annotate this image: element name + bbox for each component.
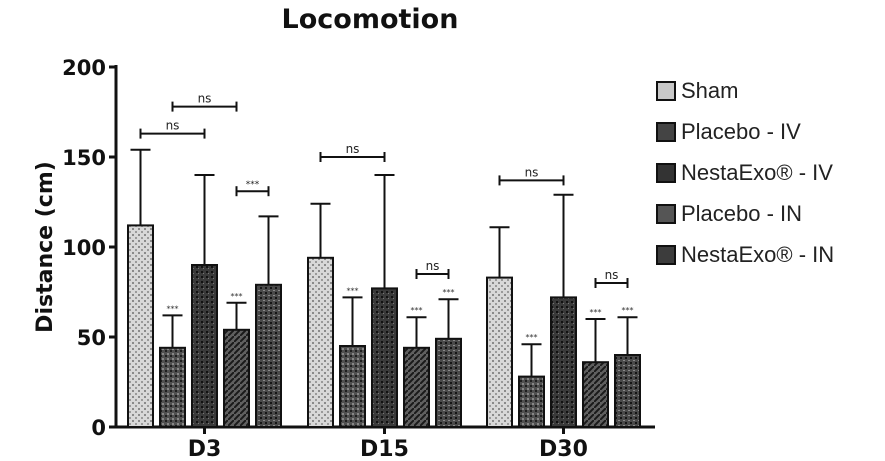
y-tick-label: 50	[77, 326, 106, 350]
bar	[339, 345, 366, 428]
x-tick-label: D30	[539, 437, 588, 461]
legend-item: Placebo - IN	[656, 193, 834, 234]
y-tick-label: 200	[62, 56, 106, 80]
bar	[223, 328, 250, 428]
bar	[255, 283, 282, 428]
y-axis-label: Distance (cm)	[33, 161, 58, 333]
x-tick-label: D15	[360, 437, 409, 461]
bar	[550, 296, 577, 428]
comparison-label: ns	[426, 259, 440, 273]
legend-label: Placebo - IN	[681, 200, 803, 226]
significance-label: ***	[443, 288, 455, 297]
comparison-label: ns	[346, 142, 360, 156]
significance-annotations: ns ns *** ns ns ns ns	[139, 92, 629, 288]
legend-item: NestaExo® - IN	[656, 234, 834, 275]
bars: *** *** *** *** *** *** *** ***	[127, 148, 641, 429]
legend-label: Placebo - IV	[681, 118, 801, 144]
bar	[518, 375, 545, 429]
legend-item: NestaExo® - IV	[656, 152, 834, 193]
legend-label: NestaExo® - IV	[681, 159, 833, 185]
bar	[307, 256, 334, 428]
significance-label: ***	[411, 306, 423, 315]
legend-label: NestaExo® - IN	[681, 241, 835, 267]
bar	[582, 361, 609, 429]
legend-swatch	[656, 162, 676, 183]
legend-label: Sham	[681, 77, 739, 103]
y-tick-label: 0	[91, 416, 106, 440]
significance-label: ***	[167, 304, 179, 313]
legend-swatch	[656, 244, 676, 265]
bar	[371, 287, 398, 428]
significance-label: ***	[231, 292, 243, 301]
bar	[403, 346, 430, 428]
legend-swatch	[656, 203, 676, 224]
legend: Sham Placebo - IV NestaExo® - IV Placebo - …	[656, 70, 834, 275]
comparison-label: ns	[198, 92, 212, 106]
bar	[159, 346, 186, 428]
chart-title: Locomotion	[281, 4, 459, 35]
legend-item: Sham	[656, 70, 834, 111]
bar	[435, 337, 462, 428]
legend-swatch	[656, 121, 676, 142]
y-tick-label: 100	[62, 236, 106, 260]
bar	[486, 276, 513, 428]
comparison-label: ns	[525, 165, 539, 179]
significance-label: ***	[347, 286, 359, 295]
comparison-label: ns	[166, 119, 180, 133]
bar	[614, 354, 641, 428]
bar	[191, 264, 218, 428]
significance-label: ***	[590, 308, 602, 317]
legend-swatch	[656, 80, 676, 101]
comparison-label: ***	[246, 180, 260, 190]
legend-item: Placebo - IV	[656, 111, 834, 152]
comparison-label: ns	[605, 268, 619, 282]
x-tick-label: D3	[188, 437, 222, 461]
significance-label: ***	[526, 333, 538, 342]
significance-label: ***	[622, 306, 634, 315]
y-tick-label: 150	[62, 146, 106, 170]
bar	[127, 224, 154, 428]
